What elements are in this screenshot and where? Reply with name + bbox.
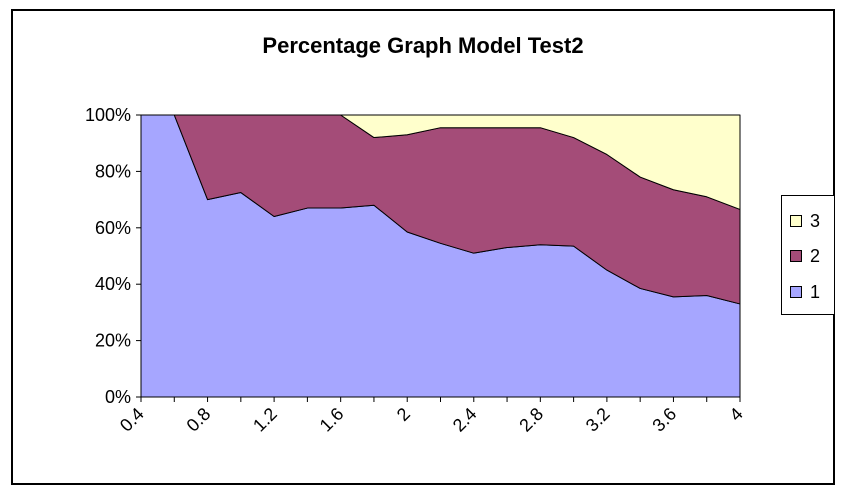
- x-tick-label: 1.2: [249, 404, 281, 436]
- y-tick-label: 20%: [95, 331, 131, 351]
- x-tick-label: 2.4: [449, 404, 481, 436]
- legend-swatch-1: [790, 286, 802, 298]
- x-tick-label: 3.2: [582, 404, 614, 436]
- y-tick-label: 60%: [95, 218, 131, 238]
- legend-swatch-3: [790, 215, 802, 227]
- legend: 3 2 1: [781, 195, 835, 315]
- y-tick-label: 80%: [95, 161, 131, 181]
- series-area-3: [140, 114, 741, 210]
- x-tick-label: 4: [726, 404, 747, 425]
- x-tick-label: 1.6: [316, 404, 348, 436]
- legend-item-2: 2: [790, 245, 821, 266]
- legend-label-3: 3: [810, 210, 821, 231]
- legend-label-1: 1: [810, 281, 821, 302]
- y-tick-label: 40%: [95, 274, 131, 294]
- y-tick-label: 100%: [85, 105, 131, 125]
- legend-item-1: 1: [790, 281, 821, 302]
- y-tick-label: 0%: [105, 387, 131, 407]
- x-tick-label: 2.8: [515, 404, 547, 436]
- legend-item-3: 3: [790, 210, 821, 231]
- legend-swatch-2: [790, 250, 802, 262]
- x-tick-label: 0.8: [183, 404, 215, 436]
- x-tick-label: 2: [393, 404, 414, 425]
- x-tick-label: 0.4: [116, 404, 148, 436]
- x-tick-label: 3.6: [648, 404, 680, 436]
- legend-label-2: 2: [810, 245, 821, 266]
- chart-title: Percentage Graph Model Test2: [262, 33, 584, 58]
